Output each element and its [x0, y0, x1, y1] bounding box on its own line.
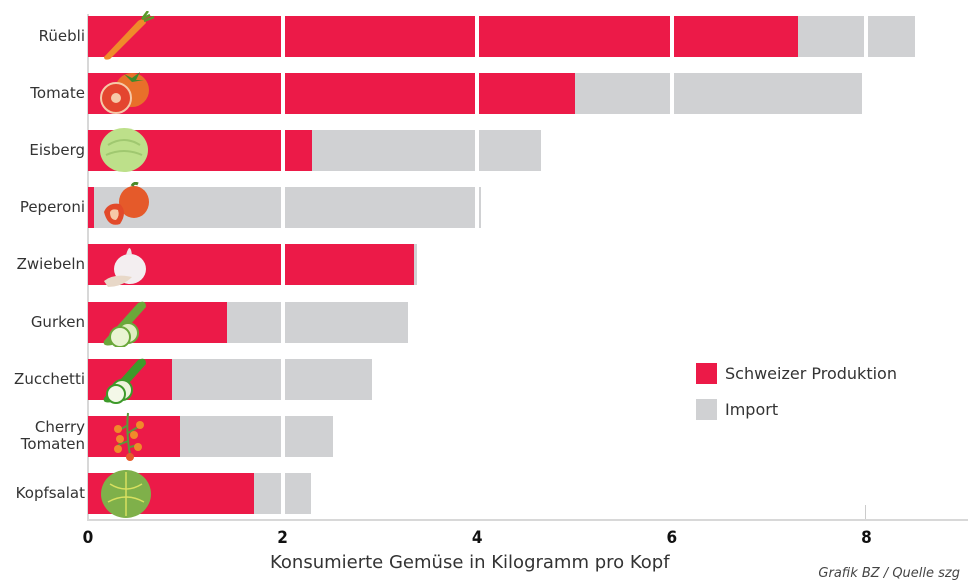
- cucumber-icon: [98, 297, 154, 351]
- gridline: [280, 14, 285, 514]
- garlic-onion-icon: [98, 239, 154, 295]
- tomato-icon: [98, 68, 154, 122]
- x-tick-label: 2: [277, 528, 288, 548]
- category-label: Zwiebeln: [16, 255, 85, 274]
- gridline: [864, 14, 869, 514]
- legend-swatch-import: [696, 398, 717, 420]
- credit-text: Grafik BZ / Quelle szg: [818, 566, 960, 581]
- legend-label: Import: [725, 399, 779, 419]
- x-tick-label: 0: [82, 528, 94, 548]
- legend: Schweizer Produktion Import: [696, 355, 897, 427]
- cherry-tomatoes-icon: [98, 411, 154, 467]
- bar-swiss-production: [88, 73, 575, 115]
- x-axis-line: [88, 519, 968, 521]
- x-tick-label: 6: [666, 528, 678, 548]
- head-lettuce-icon: [98, 468, 154, 524]
- tick-mark-8: [865, 505, 866, 519]
- bell-pepper-icon: [98, 182, 154, 236]
- x-axis-label: Konsumierte Gemüse in Kilogramm pro Kopf: [270, 552, 670, 573]
- iceberg-lettuce-icon: [98, 125, 154, 179]
- category-label: Zucchetti: [14, 369, 85, 388]
- category-label: Eisberg: [29, 141, 85, 160]
- legend-item-swiss: Schweizer Produktion: [696, 355, 897, 391]
- category-label: Gurken: [30, 312, 85, 331]
- legend-item-import: Import: [696, 391, 897, 427]
- gridline: [475, 14, 480, 514]
- zucchini-icon: [98, 354, 154, 408]
- x-tick-label: 8: [861, 528, 872, 548]
- category-label: Rüebli: [38, 27, 85, 45]
- bar-swiss-production: [88, 16, 799, 57]
- legend-label: Schweizer Produktion: [725, 363, 897, 383]
- gridline: [669, 14, 674, 514]
- category-label: Tomate: [30, 84, 85, 103]
- category-label: Peperoni: [19, 198, 85, 217]
- category-label: Cherry Tomaten: [20, 418, 85, 454]
- x-tick-label: 4: [471, 528, 483, 548]
- carrot-icon: [98, 10, 158, 65]
- category-label: Kopfsalat: [15, 483, 85, 502]
- bar-swiss-production: [88, 187, 94, 229]
- legend-swatch-swiss: [696, 362, 717, 384]
